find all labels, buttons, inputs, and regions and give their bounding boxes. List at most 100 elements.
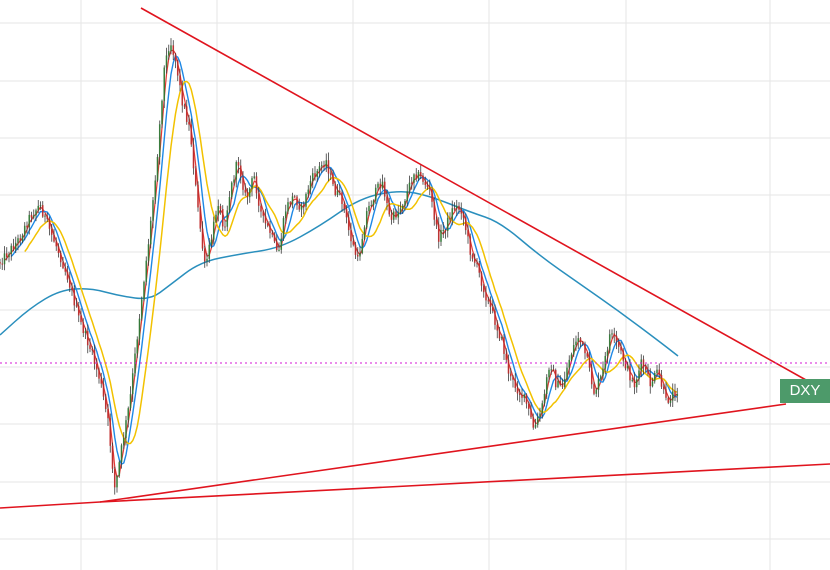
candle-body (368, 205, 370, 212)
candle-body (98, 369, 100, 379)
candle-body (559, 380, 562, 386)
candle-body (201, 228, 204, 249)
candle-body (246, 192, 249, 198)
candle-body (588, 356, 591, 368)
candle-body (8, 254, 10, 258)
candle-body (215, 214, 217, 222)
candle-body (332, 174, 334, 185)
candle-body (192, 144, 195, 169)
candle-body (75, 305, 78, 307)
candle-body (48, 219, 51, 229)
candle-body (536, 416, 539, 425)
candle-body (325, 160, 328, 168)
candle-body (311, 173, 314, 181)
candle-body (444, 229, 447, 231)
candle-body (633, 379, 636, 388)
candle-body (541, 403, 544, 414)
candle-body (356, 254, 359, 257)
candle-body (271, 232, 274, 235)
candle-body (363, 227, 366, 239)
candle-body (185, 106, 188, 122)
ma-long-line (0, 190, 679, 357)
candle-body (498, 330, 501, 339)
candle-body (557, 380, 559, 388)
candle-body (620, 346, 622, 351)
candle-body (129, 394, 132, 409)
candle-body (111, 445, 114, 469)
candle-body (629, 365, 631, 381)
candle-body (280, 238, 283, 250)
candle-body (170, 45, 172, 52)
candle-body (172, 45, 175, 55)
candle-body (136, 339, 139, 354)
candle-body (651, 381, 654, 387)
candle-body (120, 445, 123, 463)
candle-body (165, 55, 168, 68)
candle-body (44, 215, 46, 217)
candle-body (631, 379, 634, 381)
candle-body (419, 172, 422, 176)
candle-body (122, 438, 125, 446)
candle-body (167, 51, 170, 56)
candle-body (309, 180, 312, 190)
candle-body (595, 389, 598, 394)
candle-body (462, 213, 465, 218)
candle-body (282, 218, 285, 239)
candle-body (179, 75, 181, 86)
candle-body (446, 217, 449, 231)
candle-body (649, 373, 652, 387)
candle-body (226, 210, 229, 227)
ma-long-layer (0, 190, 679, 357)
candle-body (298, 205, 301, 210)
candle-body (467, 230, 469, 237)
candle-body (532, 417, 535, 428)
candle-body (53, 234, 55, 242)
candle-body (671, 391, 674, 401)
candle-body (660, 375, 663, 387)
candle-body (622, 350, 625, 361)
candle-body (287, 202, 289, 212)
candle-body (35, 210, 37, 216)
candle-body (480, 272, 483, 286)
candle-body (221, 209, 224, 227)
candle-body (635, 379, 638, 388)
candle-body (584, 344, 586, 354)
candle-body (174, 54, 177, 61)
candle-body (370, 205, 373, 207)
candle-body (253, 176, 256, 179)
candle-body (397, 212, 400, 218)
candle-body (458, 205, 460, 210)
candle-body (345, 208, 348, 218)
candle-body (667, 397, 670, 403)
candle-body (615, 335, 618, 342)
candle-body (273, 234, 276, 242)
candle-body (341, 192, 343, 204)
candle-body (581, 342, 584, 345)
candle-body (181, 85, 184, 106)
candle-body (460, 209, 463, 214)
candle-body (422, 175, 424, 182)
candle-body (433, 201, 436, 220)
candle-body (93, 350, 96, 364)
candle-body (320, 165, 323, 167)
candle-body (503, 337, 505, 354)
candle-body (392, 211, 395, 220)
candle-body (374, 187, 377, 201)
candle-body (426, 184, 429, 188)
candle-body (509, 373, 512, 377)
candle-body (199, 207, 202, 229)
candle-body (638, 370, 640, 380)
candle-body (327, 160, 330, 174)
candle-body (235, 162, 238, 180)
ticker-label: DXY (780, 379, 830, 403)
candle-body (602, 368, 604, 377)
candle-body (347, 217, 350, 231)
candle-body (399, 208, 402, 213)
candle-body (579, 338, 582, 343)
candle-body (530, 408, 532, 418)
candle-body (527, 403, 530, 409)
candle-body (613, 333, 616, 336)
candle-body (107, 408, 109, 419)
